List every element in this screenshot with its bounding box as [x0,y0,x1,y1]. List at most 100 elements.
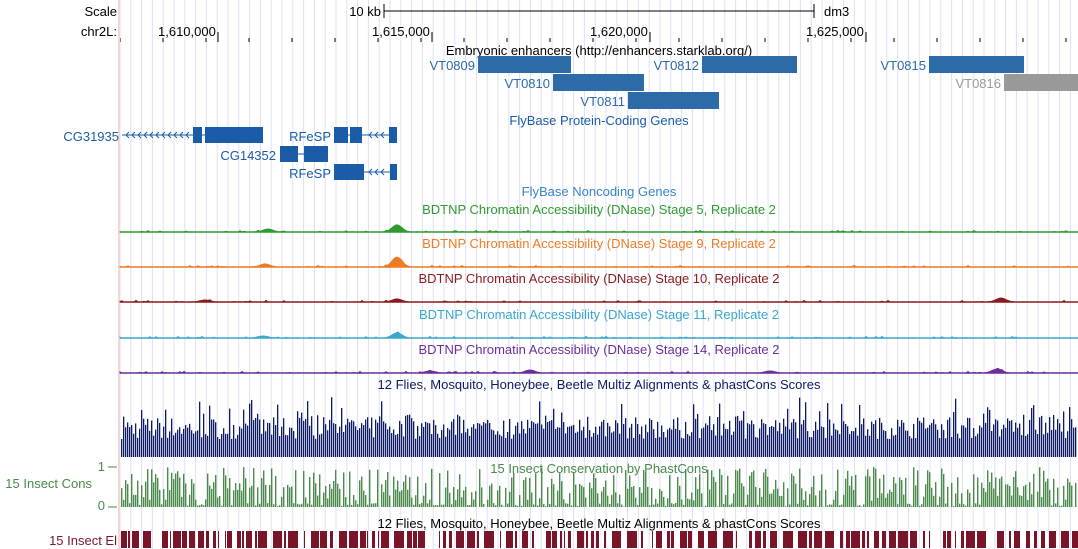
phastcons-bar [573,472,575,507]
phastcons-side-label[interactable]: 15 Insect Cons [5,476,92,491]
gene-model-cg14352[interactable] [278,144,332,164]
multiz-bar [477,422,479,457]
multiz-bar [851,430,853,457]
elements-side-label[interactable]: 15 Insect El [49,533,117,548]
insect-element-block [564,531,565,548]
multiz-bar [481,425,483,457]
phastcons-axis-max: 1 [97,459,105,474]
phastcons-bar [217,497,219,507]
track-title-multiz[interactable]: 12 Flies, Mosquito, Honeybee, Beetle Mul… [377,377,821,392]
dnase-signal-track [119,256,1078,268]
multiz-bar [731,434,733,457]
phastcons-bar [135,494,137,507]
assembly-label: dm3 [824,4,850,19]
phastcons-bar [765,468,767,507]
phastcons-bar [855,474,857,507]
multiz-bar [425,421,427,457]
track-title-noncoding-genes[interactable]: FlyBase Noncoding Genes [521,184,677,199]
enhancer-feature-vt0815[interactable] [929,56,1024,73]
track-title-dnase-stage5[interactable]: BDTNP Chromatin Accessibility (DNase) St… [422,202,776,217]
phastcons-bar [173,479,175,507]
multiz-bar [879,417,881,457]
phastcons-bar [183,473,185,507]
phastcons-bar [267,503,269,507]
enhancer-label-vt0810[interactable]: VT0810 [504,76,550,91]
phastcons-bar [1013,476,1015,507]
phastcons-bar [999,478,1001,507]
insect-element-block [311,531,319,548]
multiz-bar [667,429,669,457]
multiz-bar [743,411,745,457]
multiz-bar [681,437,683,457]
insect-element-block [456,531,464,548]
track-title-phastcons[interactable]: 15 Insect Conservation by PhastCons [490,461,708,476]
enhancer-label-vt0809[interactable]: VT0809 [429,58,475,73]
multiz-bar [921,422,923,457]
track-title-dnase-stage10[interactable]: BDTNP Chromatin Accessibility (DNase) St… [418,271,780,286]
phastcons-bar [473,499,475,507]
track-title-dnase-stage11[interactable]: BDTNP Chromatin Accessibility (DNase) St… [418,307,780,322]
multiz-bar [765,424,767,457]
phastcons-bar [235,483,237,507]
multiz-bar [397,433,399,457]
multiz-bar [421,423,423,457]
multiz-bar [827,403,829,457]
multiz-bar [975,436,977,457]
enhancer-feature-vt0812[interactable] [702,56,797,73]
multiz-bar [671,429,673,457]
multiz-bar [287,435,289,457]
phastcons-bar [513,472,515,507]
insect-element-block [966,531,975,548]
multiz-bar [587,416,589,457]
enhancer-label-vt0811[interactable]: VT0811 [580,94,625,109]
enhancer-label-vt0815[interactable]: VT0815 [880,58,926,73]
track-title-dnase-stage9[interactable]: BDTNP Chromatin Accessibility (DNase) St… [422,236,776,251]
multiz-bar [173,435,175,457]
enhancer-feature-vt0809[interactable] [478,56,571,73]
enhancer-feature-vt0816[interactable] [1004,74,1078,91]
multiz-bar [501,436,503,457]
track-title-enhancers[interactable]: Embryonic enhancers (http://enhancers.st… [445,43,753,58]
gene-model-cg31935[interactable] [120,125,270,145]
phastcons-bar [895,483,897,507]
track-title-protein-coding-genes[interactable]: FlyBase Protein-Coding Genes [509,113,689,128]
multiz-bar [217,437,219,457]
phastcons-bar [831,504,833,507]
multiz-bar [823,427,825,457]
gene-label-rfesp[interactable]: RFeSP [289,129,331,144]
phastcons-bar [399,491,401,507]
phastcons-bar [737,470,739,507]
gene-label-rfesp-2[interactable]: RFeSP [289,166,331,181]
multiz-bar [439,437,441,457]
phastcons-bar [203,505,205,507]
phastcons-bar [543,504,545,507]
phastcons-bar [415,495,417,507]
multiz-bar [611,432,613,457]
phastcons-bar [389,495,391,507]
enhancer-label-vt0816[interactable]: VT0816 [955,76,1001,91]
enhancer-label-vt0812[interactable]: VT0812 [653,58,699,73]
gene-label-cg14352[interactable]: CG14352 [220,148,276,163]
multiz-bar [677,417,679,457]
phastcons-bar [787,488,789,507]
track-title-dnase-stage14[interactable]: BDTNP Chromatin Accessibility (DNase) St… [418,342,780,357]
phastcons-bar [325,486,327,507]
multiz-bar [1049,417,1051,457]
enhancer-feature-vt0811[interactable] [628,92,719,109]
phastcons-bar [1003,506,1005,507]
phastcons-bar [711,470,713,507]
gene-model-rfesp[interactable] [332,125,400,145]
enhancer-feature-vt0810[interactable] [553,74,644,91]
multiz-bar [837,430,839,457]
phastcons-bar [1071,485,1073,507]
phastcons-bar [1061,505,1063,507]
track-title-multiz-2[interactable]: 12 Flies, Mosquito, Honeybee, Beetle Mul… [377,516,821,531]
multiz-bar [459,416,461,457]
multiz-bar [769,426,771,457]
gene-model-rfesp-2[interactable] [332,162,400,182]
gene-label-cg31935[interactable]: CG31935 [63,129,119,144]
multiz-bar [387,429,389,457]
phastcons-bar [271,468,273,507]
